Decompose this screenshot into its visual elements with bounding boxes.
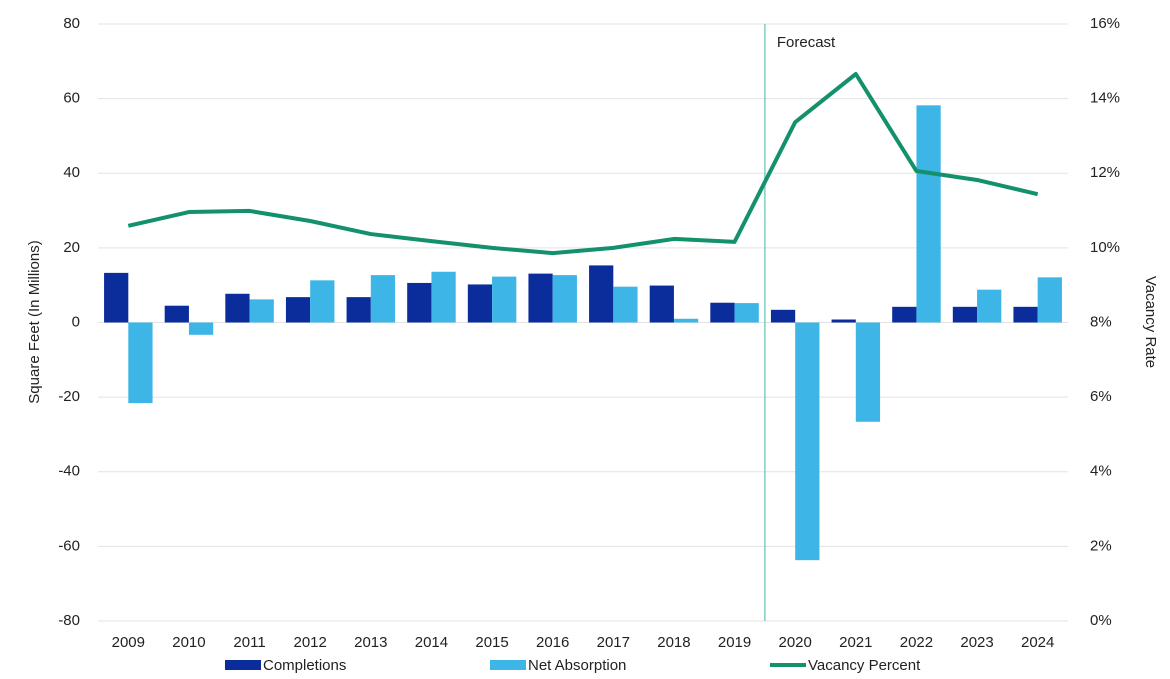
y2-tick-label: 4% [1090, 463, 1112, 480]
bar [467, 284, 493, 323]
bar [795, 322, 820, 561]
y-tick-label: 0 [72, 313, 80, 330]
line [127, 71, 1039, 256]
y-tick-label: 80 [63, 15, 80, 32]
y2-axis-label: Vacancy Rate [1142, 276, 1159, 368]
bar [770, 309, 796, 323]
bar [528, 273, 553, 323]
bar [649, 285, 674, 323]
bar [285, 297, 311, 323]
y-tick-label: 20 [63, 239, 80, 256]
bar [310, 280, 335, 323]
y2-tick-label: 12% [1090, 164, 1120, 181]
x-tick-label: 2010 [172, 634, 205, 651]
legend-label: Completions [263, 657, 346, 674]
y2-tick-label: 8% [1090, 313, 1112, 330]
y-tick-label: -20 [58, 388, 80, 405]
x-tick-label: 2015 [475, 634, 508, 651]
bar [552, 275, 577, 323]
bar [855, 322, 881, 422]
bar [1037, 277, 1062, 323]
bar [977, 289, 1002, 323]
bar [673, 318, 699, 323]
bar [346, 297, 371, 323]
x-tick-label: 2009 [112, 634, 145, 651]
bar [431, 271, 456, 323]
bar [1013, 306, 1038, 323]
legend-label: Net Absorption [528, 657, 626, 674]
x-tick-label: 2021 [839, 634, 872, 651]
bar [734, 303, 759, 323]
bar [249, 299, 274, 323]
x-tick-label: 2017 [597, 634, 630, 651]
bar [188, 322, 214, 335]
x-tick-label: 2022 [900, 634, 933, 651]
y2-tick-label: 10% [1090, 239, 1120, 256]
legend-swatch [490, 660, 526, 670]
x-tick-label: 2014 [415, 634, 448, 651]
bar [492, 276, 517, 323]
y2-tick-label: 0% [1090, 612, 1112, 629]
x-tick-label: 2024 [1021, 634, 1054, 651]
x-tick-label: 2013 [354, 634, 387, 651]
y2-tick-label: 14% [1090, 90, 1120, 107]
y2-tick-label: 2% [1090, 537, 1112, 554]
x-tick-label: 2011 [233, 634, 265, 651]
bar [370, 275, 396, 323]
bar [164, 305, 189, 323]
y-tick-label: 60 [63, 90, 80, 107]
bar [831, 319, 856, 323]
y-tick-label: -40 [58, 463, 80, 480]
x-tick-label: 2023 [960, 634, 993, 651]
bar [407, 282, 432, 323]
y-tick-label: -60 [58, 537, 80, 554]
bar [589, 265, 614, 323]
y-tick-label: -80 [58, 612, 80, 629]
legend-label: Vacancy Percent [808, 657, 921, 674]
legend-swatch [225, 660, 261, 670]
y2-tick-label: 16% [1090, 15, 1120, 32]
bar [613, 286, 638, 323]
x-tick-label: 2020 [779, 634, 812, 651]
forecast-annotation: Forecast [777, 34, 836, 51]
y2-tick-label: 6% [1090, 388, 1112, 405]
bar [104, 272, 129, 323]
bar [710, 302, 735, 323]
y-tick-label: 40 [63, 164, 80, 181]
x-tick-label: 2019 [718, 634, 751, 651]
bar [916, 105, 941, 323]
x-tick-label: 2018 [657, 634, 690, 651]
y-axis-label: Square Feet (In Millions) [26, 240, 43, 403]
bar [952, 306, 978, 323]
bar [128, 322, 153, 404]
x-tick-label: 2012 [294, 634, 327, 651]
x-tick-label: 2016 [536, 634, 569, 651]
bar [892, 306, 917, 323]
bar [225, 293, 250, 323]
